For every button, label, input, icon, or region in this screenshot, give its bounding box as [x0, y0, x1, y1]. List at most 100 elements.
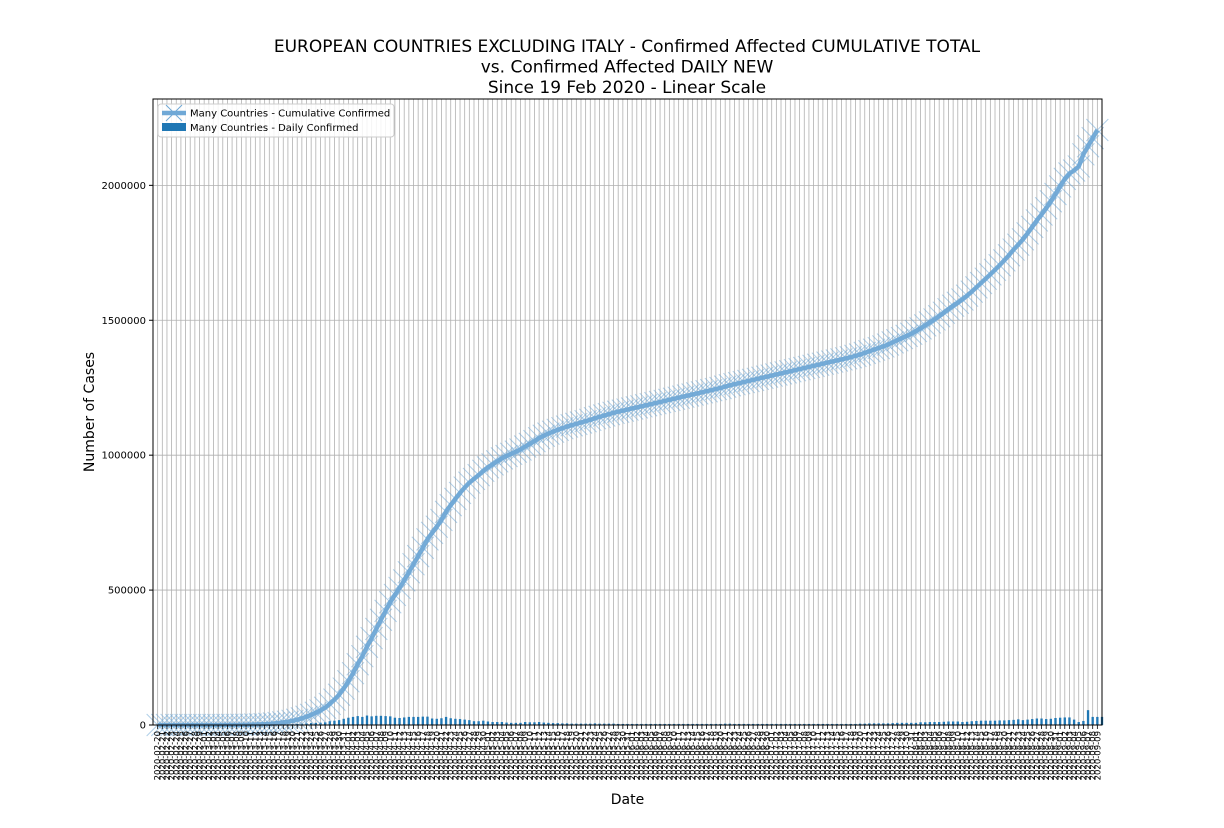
x-tick-label: 2020-08-22	[1010, 731, 1020, 780]
x-tick-label: 2020-06-25	[740, 731, 750, 780]
marker-cumulative-point	[583, 406, 607, 430]
bar-daily-confirmed	[1031, 719, 1034, 725]
x-tick-label: 2020-05-23	[586, 731, 596, 780]
x-tick-label: 2020-04-07	[372, 731, 382, 780]
chart-title-line: EUROPEAN COUNTRIES EXCLUDING ITALY - Con…	[274, 37, 981, 57]
marker-cumulative-point	[271, 711, 295, 734]
bar-daily-confirmed	[328, 721, 331, 725]
x-tick-label: 2020-09-05	[1075, 731, 1085, 780]
legend-label-cumulative: Many Countries - Cumulative Confirmed	[190, 109, 390, 120]
marker-cumulative-point	[444, 487, 467, 511]
x-tick-label: 2020-08-21	[1005, 731, 1015, 780]
marker-cumulative-point	[1025, 209, 1049, 232]
bar-daily-confirmed	[928, 722, 932, 725]
marker-cumulative-point	[737, 369, 760, 393]
marker-cumulative-point	[927, 304, 951, 328]
bar-daily-confirmed	[691, 723, 694, 725]
x-tick-label: 2020-03-17	[275, 731, 285, 780]
x-tick-label: 2020-06-09	[665, 731, 675, 780]
marker-cumulative-point	[676, 384, 700, 407]
chart-title: EUROPEAN COUNTRIES EXCLUDING ITALY - Con…	[274, 37, 981, 98]
marker-cumulative-point	[332, 677, 356, 700]
x-tick-label: 2020-08-26	[1028, 731, 1038, 780]
bar-daily-confirmed	[807, 723, 811, 725]
y-tick-label: 500000	[108, 586, 146, 597]
x-tick-label: 2020-06-30	[763, 731, 773, 780]
bar-daily-confirmed	[551, 723, 555, 725]
marker-cumulative-point	[937, 297, 960, 321]
bar-daily-confirmed	[351, 716, 355, 725]
marker-cumulative-point	[532, 424, 556, 448]
x-tick-label: 2020-04-05	[363, 731, 373, 780]
marker-cumulative-point	[337, 669, 360, 693]
marker-cumulative-point	[597, 402, 621, 426]
bar-daily-confirmed	[421, 716, 424, 725]
x-tick-label: 2020-09-04	[1070, 731, 1080, 780]
x-tick-label: 2020-03-18	[279, 731, 289, 780]
x-tick-label: 2020-05-16	[554, 731, 564, 780]
x-tick-label: 2020-06-19	[712, 731, 722, 780]
bar-daily-confirmed	[607, 723, 611, 725]
marker-cumulative-point	[723, 372, 746, 396]
bar-daily-confirmed	[975, 720, 978, 725]
x-tick-label: 2020-08-15	[977, 731, 987, 780]
bar-daily-confirmed	[305, 723, 308, 725]
y-axis-label: Number of Cases	[82, 352, 98, 472]
x-tick-label: 2020-07-09	[805, 731, 815, 780]
x-tick-label: 2020-06-12	[679, 731, 689, 780]
x-tick-label: 2020-03-27	[321, 731, 331, 780]
x-tick-label: 2020-07-22	[865, 731, 875, 780]
x-tick-label: 2020-04-04	[358, 731, 368, 780]
marker-cumulative-point	[471, 459, 495, 483]
bar-daily-confirmed	[523, 722, 527, 725]
bar-daily-confirmed	[942, 721, 945, 725]
marker-cumulative-point	[560, 413, 584, 437]
bar-daily-confirmed	[1091, 716, 1094, 725]
x-tick-label: 2020-07-18	[847, 731, 857, 780]
x-tick-label: 2020-07-19	[851, 731, 861, 780]
x-tick-label: 2020-03-23	[303, 731, 313, 780]
marker-cumulative-point	[946, 291, 970, 315]
x-tick-label: 2020-05-18	[563, 731, 573, 780]
x-tick-label: 2020-06-23	[730, 731, 740, 780]
x-tick-label: 2020-05-21	[577, 731, 587, 780]
bar-daily-confirmed	[417, 716, 420, 725]
x-tick-label: 2020-05-31	[624, 731, 634, 780]
bar-daily-confirmed	[342, 718, 345, 725]
bar-daily-confirmed	[844, 723, 848, 725]
marker-cumulative-point	[830, 348, 853, 371]
x-tick-label: 2020-05-12	[535, 731, 545, 780]
marker-cumulative-point	[355, 635, 379, 659]
x-tick-label: 2020-09-01	[1056, 731, 1066, 780]
x-tick-label: 2020-02-27	[186, 731, 196, 780]
x-tick-label: 2020-05-13	[540, 731, 550, 780]
marker-cumulative-point	[685, 382, 709, 405]
marker-cumulative-point	[434, 500, 458, 524]
x-tick-label: 2020-04-15	[410, 731, 420, 780]
bar-daily-confirmed	[310, 723, 313, 725]
x-tick-label: 2020-03-30	[335, 731, 345, 780]
bar-daily-confirmed	[500, 722, 504, 725]
x-tick-label: 2020-06-13	[684, 731, 694, 780]
bar-daily-confirmed	[314, 722, 317, 725]
x-tick-label: 2020-06-08	[661, 731, 671, 780]
bar-daily-confirmed	[965, 721, 969, 725]
bar-daily-confirmed	[398, 717, 401, 725]
legend-label-daily: Many Countries - Daily Confirmed	[190, 123, 359, 134]
x-tick-label: 2020-08-27	[1033, 731, 1043, 780]
bar-daily-confirmed	[584, 723, 587, 725]
marker-cumulative-point	[741, 368, 765, 392]
x-tick-label: 2020-04-11	[391, 731, 401, 780]
x-tick-label: 2020-02-26	[182, 731, 192, 780]
x-tick-label: 2020-07-23	[870, 731, 880, 780]
marker-cumulative-point	[681, 383, 704, 406]
bar-daily-confirmed	[891, 723, 894, 725]
x-tick-label: 2020-07-20	[856, 731, 866, 780]
x-tick-label: 2020-02-25	[177, 731, 187, 780]
x-tick-label: 2020-07-26	[884, 731, 894, 780]
bar-daily-confirmed	[1054, 717, 1057, 725]
bar-daily-confirmed	[998, 720, 1001, 725]
x-tick-label: 2020-04-22	[442, 731, 452, 780]
x-tick-label: 2020-09-07	[1084, 731, 1094, 780]
marker-cumulative-point	[834, 346, 858, 370]
